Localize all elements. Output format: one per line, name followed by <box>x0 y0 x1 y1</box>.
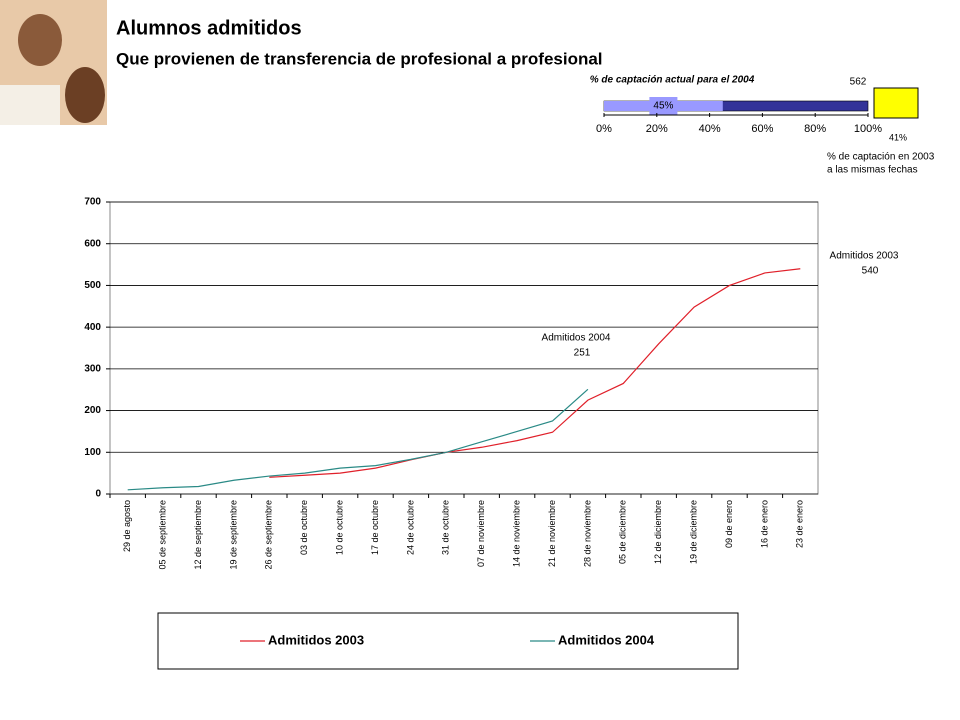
x-tick-label: 05 de diciembre <box>618 500 628 564</box>
comparison-box <box>873 87 919 119</box>
x-tick-label: 19 de diciembre <box>688 500 698 564</box>
gauge-title: % de captación actual para el 2004 <box>590 75 755 86</box>
comparison-note: % de captación en 2003 <box>827 152 935 163</box>
gauge-total: 562 <box>850 77 867 88</box>
x-tick-label: 16 de enero <box>759 500 769 548</box>
x-tick-label: 80% <box>804 123 826 135</box>
y-tick-label: 200 <box>84 405 101 416</box>
x-tick-label: 05 de septiembre <box>157 500 167 570</box>
x-tick-label: 0% <box>596 123 612 135</box>
annotation-name: Admitidos 2004 <box>542 333 611 344</box>
slide-subtitle: Que provienen de transferencia de profes… <box>116 49 603 68</box>
legend-label: Admitidos 2004 <box>558 632 655 647</box>
x-tick-label: 24 de octubre <box>405 500 415 555</box>
x-tick-label: 10 de octubre <box>334 500 344 555</box>
x-tick-label: 40% <box>699 123 721 135</box>
comparison-label: 41% <box>889 132 907 142</box>
y-tick-label: 100 <box>84 447 101 458</box>
y-tick-label: 500 <box>84 280 101 291</box>
photo-paper <box>0 85 60 125</box>
x-tick-label: 26 de septiembre <box>264 500 274 570</box>
x-tick-label: 12 de septiembre <box>193 500 203 570</box>
x-tick-label: 07 de noviembre <box>476 500 486 567</box>
x-tick-label: 17 de octubre <box>370 500 380 555</box>
series-line <box>127 388 589 491</box>
series-line <box>269 268 801 478</box>
y-tick-label: 700 <box>84 197 101 208</box>
x-tick-label: 20% <box>646 123 668 135</box>
y-tick-label: 400 <box>84 322 101 333</box>
gauge-label-box <box>649 97 678 115</box>
x-tick-label: 28 de noviembre <box>582 500 592 567</box>
x-tick-label: 19 de septiembre <box>228 500 238 570</box>
annotation-name: Admitidos 2003 <box>830 251 899 262</box>
legend-label: Admitidos 2003 <box>268 632 364 647</box>
y-tick-label: 0 <box>95 489 101 500</box>
x-tick-label: 29 de agosto <box>122 500 132 552</box>
x-tick-label: 14 de noviembre <box>511 500 521 567</box>
annotation-value: 540 <box>862 266 879 277</box>
x-tick-label: 03 de octubre <box>299 500 309 555</box>
x-tick-label: 21 de noviembre <box>547 500 557 567</box>
slide-title: Alumnos admitidos <box>116 17 302 39</box>
y-tick-label: 300 <box>84 363 101 374</box>
x-tick-label: 23 de enero <box>795 500 805 548</box>
x-tick-label: 60% <box>751 123 773 135</box>
x-tick-label: 100% <box>854 123 882 135</box>
gauge-value-label: 45% <box>653 101 673 112</box>
photo-figure <box>18 14 62 66</box>
photo-figure <box>65 67 105 123</box>
x-tick-label: 09 de enero <box>724 500 734 548</box>
comparison-note: a las mismas fechas <box>827 165 918 176</box>
x-tick-label: 12 de diciembre <box>653 500 663 564</box>
annotation-value: 251 <box>574 348 591 359</box>
x-tick-label: 31 de octubre <box>441 500 451 555</box>
y-tick-label: 600 <box>84 238 101 249</box>
